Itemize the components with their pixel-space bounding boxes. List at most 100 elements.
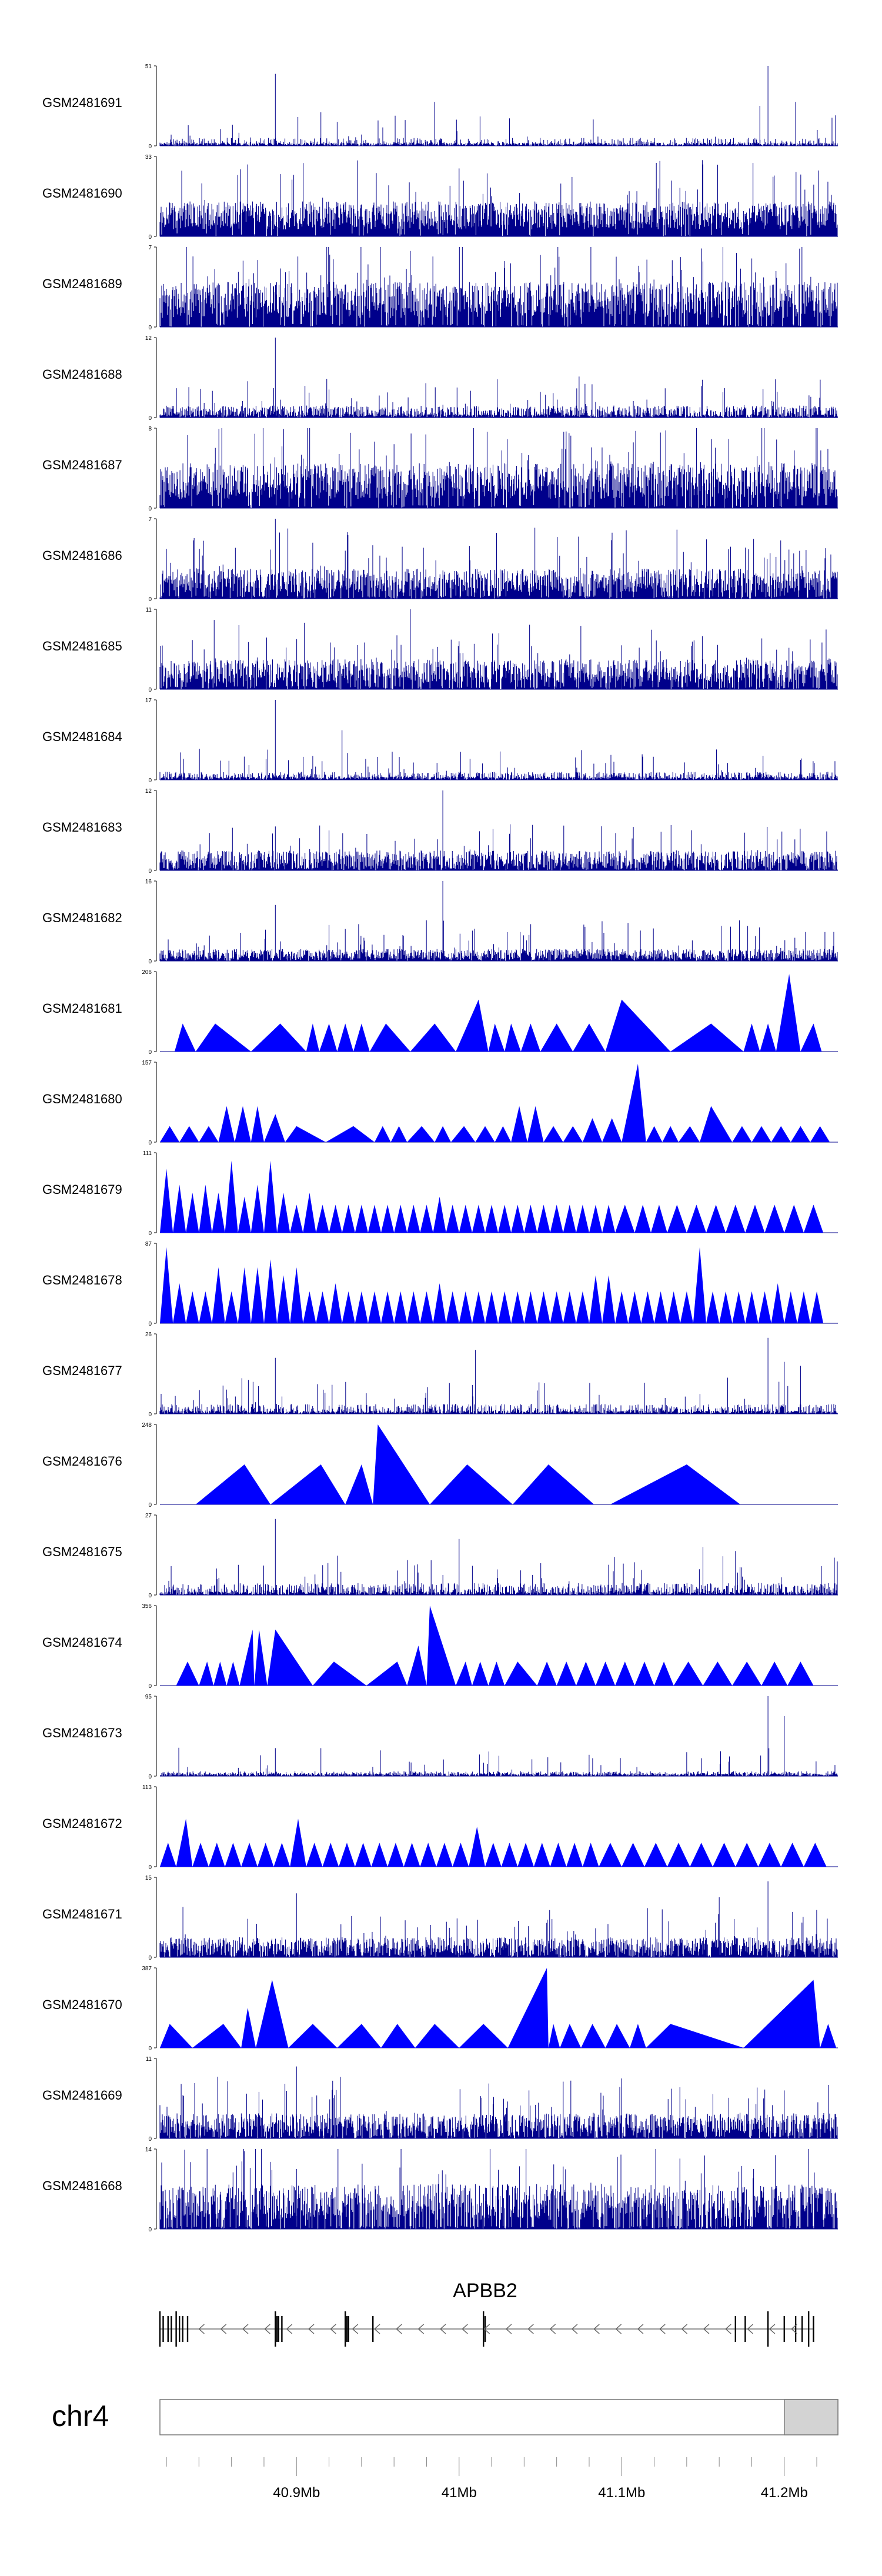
exon — [484, 2316, 486, 2342]
y-max-label: 248 — [142, 1422, 152, 1429]
peak-16 — [355, 1204, 368, 1233]
peak-9 — [459, 2024, 508, 2048]
peak-7 — [610, 1464, 741, 1504]
peak-31 — [790, 1126, 810, 1142]
strand-arrow — [527, 2324, 534, 2334]
peak-27 — [700, 1106, 733, 1142]
peak-1 — [176, 1661, 199, 1686]
peak-18 — [381, 1204, 395, 1233]
peak-2 — [176, 1818, 193, 1867]
y-max-label: 14 — [145, 2147, 152, 2153]
peak-11 — [290, 1204, 303, 1233]
track-label: GSM2481688 — [42, 367, 122, 382]
y-max-label: 206 — [142, 969, 152, 976]
coverage-bars — [159, 2149, 838, 2229]
peak-5 — [235, 1106, 251, 1142]
peak-24 — [646, 1126, 663, 1142]
peak-12 — [456, 1661, 472, 1686]
strand-arrow — [396, 2324, 402, 2334]
peak-24 — [533, 1843, 550, 1867]
peak-7 — [267, 1629, 313, 1686]
peak-18 — [527, 1106, 544, 1142]
peak-7 — [264, 1114, 285, 1142]
exon — [162, 2316, 164, 2342]
strand-arrow — [791, 2324, 797, 2334]
peak-44 — [719, 1291, 733, 1323]
peak-17 — [511, 1106, 527, 1142]
y-max-label: 12 — [145, 335, 152, 342]
peak-23 — [446, 1291, 459, 1323]
peak-26 — [485, 1291, 499, 1323]
strand-arrow — [593, 2324, 600, 2334]
peak-11 — [290, 1267, 303, 1323]
peak-34 — [735, 1843, 759, 1867]
track-GSM2481678: GSM2481678 87 0 — [42, 1241, 838, 1327]
track-GSM2481677: GSM2481677 26 0 — [42, 1332, 838, 1418]
peak-14 — [605, 2024, 630, 2048]
peak-3 — [199, 1126, 219, 1142]
peak-12 — [407, 1126, 435, 1142]
peak-7 — [381, 2024, 416, 2048]
peak-3 — [250, 1023, 306, 1052]
peak-6 — [225, 1160, 238, 1233]
peak-34 — [589, 1204, 603, 1233]
peak-17 — [743, 1980, 820, 2048]
peak-41 — [706, 1204, 726, 1233]
coverage-bars — [159, 1519, 838, 1595]
peak-4 — [218, 1106, 235, 1142]
peak-12 — [303, 1193, 316, 1233]
coverage-bars — [159, 66, 838, 146]
peak-26 — [485, 1204, 499, 1233]
peak-35 — [602, 1204, 616, 1233]
peak-11 — [426, 1606, 456, 1686]
peak-15 — [573, 1023, 606, 1052]
track-GSM2481686: GSM2481686 7 0 — [42, 516, 838, 603]
track-label: GSM2481686 — [42, 548, 122, 563]
track-GSM2481684: GSM2481684 17 0 — [42, 698, 838, 784]
peak-20 — [407, 1204, 420, 1233]
peak-45 — [784, 1204, 804, 1233]
peak-39 — [654, 1291, 667, 1323]
track-label: GSM2481677 — [42, 1363, 122, 1378]
peak-37 — [628, 1291, 642, 1323]
peak-36 — [615, 1204, 635, 1233]
coverage-bars — [159, 609, 838, 689]
peak-1 — [160, 1843, 176, 1867]
strand-arrow — [615, 2324, 622, 2334]
peak-19 — [543, 1126, 563, 1142]
track-GSM2481680: GSM2481680 157 0 — [42, 1060, 838, 1146]
strand-arrow — [220, 2324, 227, 2334]
y-zero-label: 0 — [148, 1321, 152, 1327]
peak-30 — [537, 1291, 550, 1323]
peak-2 — [179, 1126, 199, 1142]
peak-24 — [459, 1204, 472, 1233]
coverage-bars — [160, 1696, 838, 1776]
peak-32 — [810, 1126, 830, 1142]
peak-6 — [241, 1843, 258, 1867]
peak-36 — [615, 1291, 629, 1323]
exon — [783, 2316, 785, 2342]
peak-11 — [548, 2024, 560, 2048]
exon — [734, 2316, 736, 2342]
peak-31 — [550, 1204, 563, 1233]
track-GSM2481681: GSM2481681 206 0 — [42, 969, 838, 1056]
peak-8 — [250, 1184, 264, 1233]
peak-1 — [160, 1169, 173, 1233]
strand-arrow — [439, 2324, 446, 2334]
y-zero-label: 0 — [148, 234, 152, 241]
track-GSM2481675: GSM2481675 27 0 — [42, 1513, 838, 1599]
peak-7 — [238, 1267, 251, 1323]
peak-29 — [524, 1204, 537, 1233]
track-label: GSM2481689 — [42, 276, 122, 291]
peak-21 — [485, 1843, 502, 1867]
track-label: GSM2481681 — [42, 1001, 122, 1016]
x-tick-label: 40.9Mb — [273, 2485, 320, 2501]
exon — [744, 2316, 746, 2342]
y-zero-label: 0 — [148, 144, 152, 150]
peak-27 — [498, 1204, 512, 1233]
gene-annotation-track: APBB2 — [159, 2280, 814, 2347]
y-zero-label: 0 — [148, 596, 152, 603]
peak-37 — [634, 1204, 651, 1233]
peak-39 — [667, 1204, 687, 1233]
